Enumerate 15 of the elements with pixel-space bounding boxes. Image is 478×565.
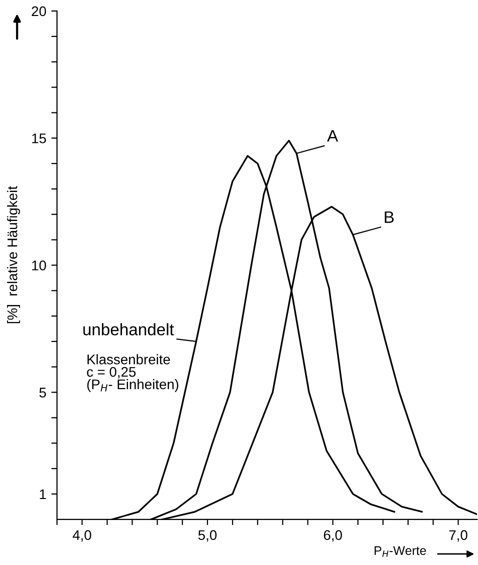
y-tick-label: 5 [39, 388, 46, 398]
x-tick-label: 7,0 [449, 530, 468, 542]
y-tick-label: 10 [32, 260, 46, 270]
x-tick-label: 6,0 [324, 530, 342, 542]
x-axis-title: P$_{H}$-Werte [374, 546, 426, 557]
y-tick-label: 15 [32, 134, 46, 144]
series-label: A [327, 130, 338, 142]
y-tick-label: 1 [40, 489, 46, 500]
legend-label: unbehandelt [83, 323, 174, 336]
x-tick-label: 5,0 [198, 530, 217, 542]
y-tick-label: 20 [32, 6, 46, 16]
annotation: Klassenbreite c = 0,25 (P$_{H}$- Einheiten) [86, 354, 178, 392]
text: B [384, 211, 394, 223]
x-tick-label: 4,0 [72, 530, 92, 542]
y-axis-title: [%] relative Häufigkeit [7, 186, 20, 324]
